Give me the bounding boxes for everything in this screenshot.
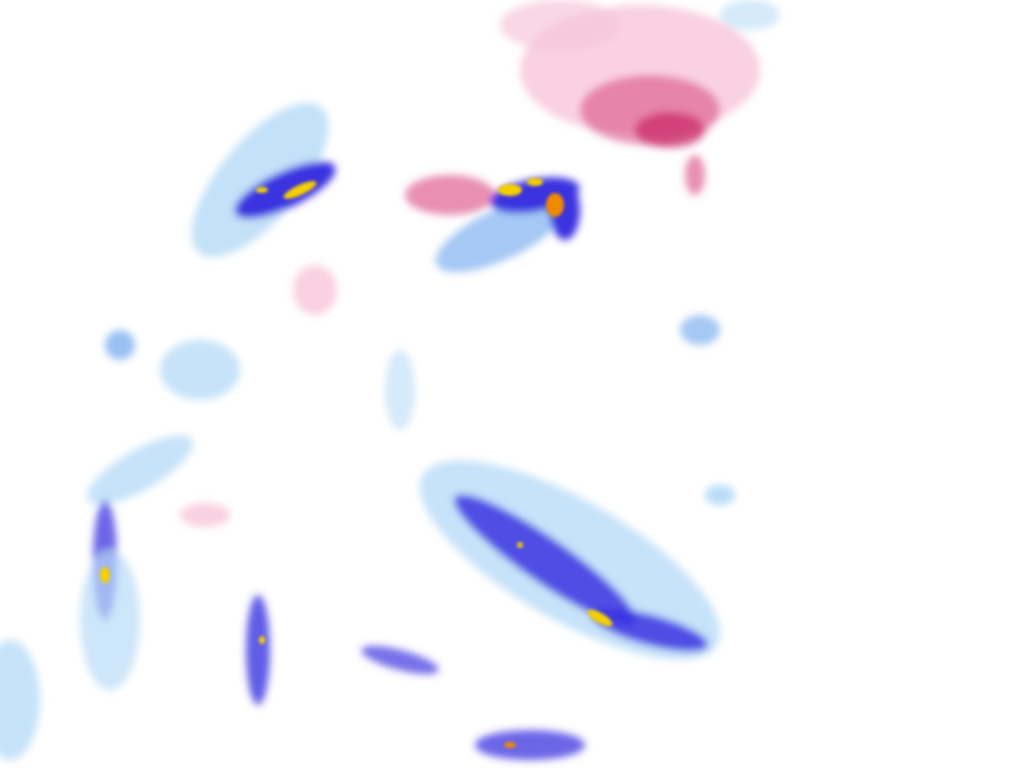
precip-rain-intense xyxy=(256,187,268,193)
precip-rain-intense xyxy=(527,178,543,186)
precip-rain-intense xyxy=(100,567,110,583)
precip-rain-heavy xyxy=(454,494,636,626)
precip-rain-light xyxy=(87,435,193,505)
precip-rain-light xyxy=(80,550,140,690)
precip-rain-intense xyxy=(259,636,265,644)
precip-rain-extreme xyxy=(546,193,564,217)
precip-rain-light xyxy=(720,0,780,30)
storm-band-southeast xyxy=(100,315,735,760)
precip-rain-light xyxy=(191,102,329,258)
precip-rain-light xyxy=(705,485,735,505)
snow-area-north xyxy=(500,0,780,195)
precip-rain-heavy xyxy=(246,595,270,705)
precip-rain-light xyxy=(385,350,415,430)
precip-rain-light xyxy=(0,640,40,760)
precip-rain-intense xyxy=(283,181,317,199)
precip-snow-light xyxy=(500,0,620,50)
precip-snow-light xyxy=(180,503,230,527)
precip-rain-heavy xyxy=(475,730,585,760)
precip-snow-light xyxy=(293,265,337,315)
precip-snow-intense xyxy=(635,112,705,148)
precip-snow-heavy xyxy=(405,175,495,215)
precip-snow-heavy xyxy=(685,155,705,195)
precip-rain-heavy xyxy=(591,608,709,652)
storm-cell-northwest xyxy=(191,102,337,315)
precip-rain-extreme xyxy=(504,742,516,748)
precip-rain-heavy xyxy=(234,161,336,219)
precip-rain-intense xyxy=(517,542,523,548)
storm-cell-central-north xyxy=(405,175,580,273)
precip-rain-heavy xyxy=(361,645,439,675)
precip-rain-intense xyxy=(587,609,613,627)
precip-rain-moderate xyxy=(435,197,565,273)
precip-rain-moderate xyxy=(105,330,135,360)
precip-rain-moderate xyxy=(680,315,720,345)
precip-rain-light xyxy=(160,340,240,400)
rain-band-west xyxy=(0,330,415,760)
precip-rain-intense xyxy=(498,184,522,196)
